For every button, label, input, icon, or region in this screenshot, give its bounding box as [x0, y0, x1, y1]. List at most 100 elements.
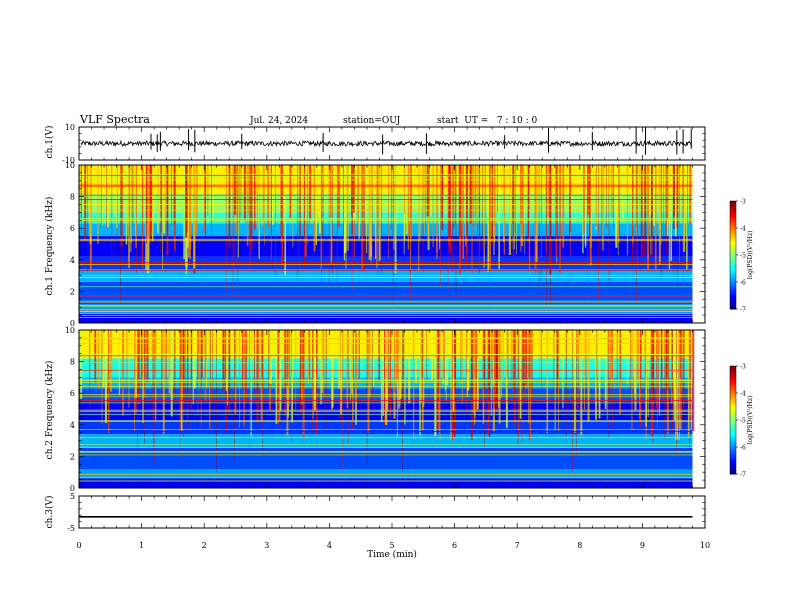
- ch1-spectrogram-streak: [243, 165, 246, 221]
- time-axis-label: Time (min): [367, 549, 417, 560]
- ch1-spectrogram-streak: [289, 165, 292, 219]
- ch2-spectrogram-streak: [675, 330, 678, 440]
- ch1-y-axis-label: ch.1(V): [44, 126, 55, 159]
- ch1-spectrogram-hot-streak: [682, 165, 684, 220]
- ch1-spectrogram-streak: [249, 165, 251, 268]
- ch2-spectrogram-streak: [446, 330, 449, 386]
- ch2-spectrogram-colorbar-step: [730, 395, 736, 399]
- ch2-spectrogram-colorbar-tick-label: -6: [740, 445, 746, 452]
- ch2-spectrogram-streak: [498, 330, 501, 424]
- ch1-spectrogram-colorbar-step: [730, 244, 736, 248]
- ch2-spectrogram-hot-streak: [249, 330, 250, 457]
- ch2-spectrogram-streak: [408, 330, 411, 404]
- ch1-spectrogram-streak: [207, 165, 209, 216]
- ch1-spectrogram-streak: [370, 165, 373, 257]
- time-tick-label: 7: [515, 541, 520, 550]
- ch2-spectrogram-hot-streak: [268, 330, 269, 389]
- ch2-spectrogram-streak: [434, 330, 437, 436]
- ch2-spectrogram-colorbar-step: [730, 417, 736, 421]
- ch2-spectrogram-streak: [518, 330, 520, 438]
- ch1-spectrogram-hot-streak: [87, 165, 89, 272]
- ch2-spectrogram-colorbar-step: [730, 457, 736, 461]
- ch2-spectrogram-streak: [450, 330, 452, 441]
- ch2-spectrogram-streak: [519, 330, 522, 419]
- ch1-spectrogram-streak: [307, 165, 308, 245]
- ch2-spectrogram-hot-streak: [437, 330, 439, 401]
- ch2-spectrogram-streak: [193, 330, 196, 389]
- ch2-spectrogram-streak: [135, 330, 137, 398]
- ch2-spectrogram-colorbar-step: [730, 411, 736, 416]
- figure-title: VLF Spectra: [79, 113, 150, 126]
- ch2-spectrogram-streak: [80, 330, 83, 399]
- ch2-spectrogram-streak: [393, 330, 396, 419]
- ch2-spectrogram-hot-streak: [668, 330, 670, 407]
- ch2-spectrogram-colorbar-step: [730, 438, 736, 443]
- ch2-spectrogram-colorbar-tick-label: -7: [740, 472, 746, 479]
- ch2-spectrogram-hot-streak: [596, 330, 598, 401]
- ch1-spectrogram-streak: [602, 165, 604, 251]
- ch1-spectrogram-colorbar-step: [730, 276, 736, 280]
- ch2-spectrogram-streak: [546, 330, 549, 434]
- ch2-spectrogram-streak: [340, 330, 342, 415]
- ch1-spectrogram-streak: [649, 165, 652, 216]
- ch2-spectrogram-hot-streak: [422, 330, 423, 404]
- ch2-spectrogram-streak: [604, 330, 607, 409]
- ch1-waveform-line: [80, 139, 693, 148]
- ch1-spectrogram-hot-streak: [298, 165, 300, 271]
- ch1-spectrogram-colorbar-step: [730, 298, 736, 302]
- ch1-spectrogram-colorbar-step: [730, 300, 736, 305]
- ch1-spectrogram-streak: [128, 165, 131, 227]
- station-label: station=OUJ: [343, 116, 401, 126]
- ch2-spectrogram-streak: [681, 330, 683, 422]
- ch3-y-axis-label: ch.3(V): [44, 496, 55, 529]
- ch2-spectrogram-band: [79, 434, 693, 447]
- ch1-spectrogram-colorbar-step: [730, 271, 736, 275]
- ch1-spectrogram-colorbar-tick-label: -4: [740, 226, 746, 233]
- ch2-spectrogram-streak: [505, 330, 508, 428]
- ch2-spectrogram-streak: [451, 330, 453, 441]
- ch2-spectrogram-streak: [192, 330, 194, 405]
- ch2-spectrogram-colorbar-tick-label: -3: [740, 364, 746, 371]
- ch1-spectrogram-streak: [101, 165, 103, 227]
- ch1-spectrogram-streak: [147, 165, 149, 237]
- ch1-spectrogram-hot-streak: [497, 165, 498, 213]
- ch1-spectrogram-streak: [582, 165, 584, 254]
- ch1-spectrogram-streak: [660, 165, 662, 245]
- ch1-spectrogram-colorbar-step: [730, 225, 736, 229]
- ch2-spectrogram-colorbar-step: [730, 379, 736, 383]
- ch1-spectrogram-streak: [152, 165, 154, 223]
- ch1-spectrogram-streak: [621, 165, 625, 222]
- ch2-spectrogram-streak: [228, 330, 231, 416]
- ch1-spectrogram-streak: [611, 165, 613, 218]
- ch2-spectrogram-colorbar-step: [730, 382, 736, 386]
- ch1-spectrogram-hot-streak: [651, 165, 652, 268]
- ch2-spectrogram-streak: [420, 330, 422, 404]
- ch2-spectrogram-streak: [254, 330, 255, 381]
- ch2-spectrogram-hot-streak: [371, 330, 373, 405]
- ch2-spectrogram-hot-streak: [475, 330, 477, 427]
- ch1-spectrogram-streak: [160, 165, 163, 232]
- ch1-spectrogram-hot-streak: [667, 165, 668, 220]
- ch2-spectrogram-colorbar-step: [730, 371, 736, 375]
- ch2-spectrogram-streak: [502, 330, 504, 380]
- ch2-spectrogram-streak: [650, 330, 653, 436]
- ch1-spectrogram-streak: [668, 165, 671, 270]
- ch1-spectrogram-hot-streak: [204, 165, 206, 257]
- ch2-spectrogram-streak: [415, 330, 417, 384]
- ch2-spectrogram-streak: [277, 330, 280, 425]
- ch1-spectrogram-streak: [254, 165, 256, 230]
- ch1-spectrogram-hot-streak: [225, 165, 227, 291]
- ch2-spectrogram-hot-streak: [154, 330, 156, 466]
- ch2-spectrogram-hot-streak: [460, 330, 462, 381]
- ch1-spectrogram-colorbar-step: [730, 236, 736, 240]
- ch1-spectrogram-streak: [418, 165, 420, 271]
- ch1-spectrogram-colorbar-tick-label: -7: [740, 307, 746, 314]
- time-tick-label: 5: [389, 541, 394, 550]
- ch2-spectrogram-hot-streak: [179, 330, 181, 463]
- ch1-spectrogram-hot-streak: [151, 165, 152, 231]
- ch2-spectrogram-hot-streak: [137, 330, 138, 470]
- ch1-spectrogram-streak: [135, 165, 137, 248]
- ch1-spectrogram-hot-streak: [489, 165, 491, 308]
- ch1-spectrogram-streak: [196, 165, 198, 236]
- ch1-spectrogram-streak: [376, 165, 378, 268]
